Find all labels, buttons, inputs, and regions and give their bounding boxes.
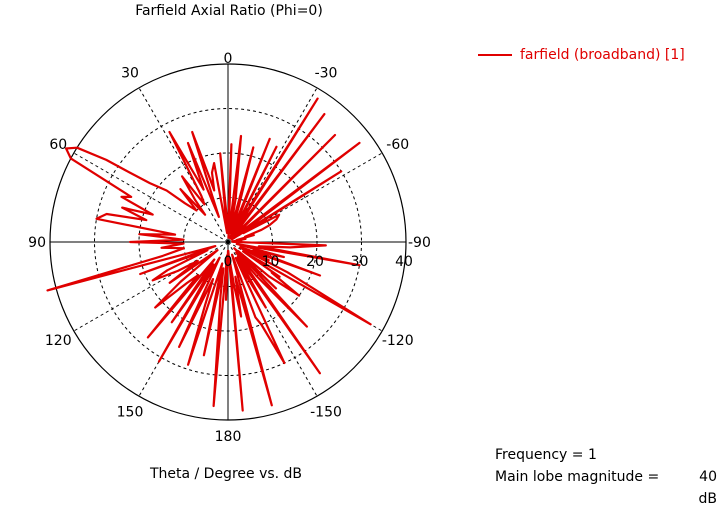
radial-tick-label: 0: [224, 254, 233, 270]
main-lobe-row: Main lobe magnitude = 40 dB: [495, 466, 717, 510]
radial-tick-label: 20: [306, 254, 324, 270]
legend: farfield (broadband) [1]: [478, 47, 685, 63]
angle-label: -120: [382, 333, 414, 349]
main-lobe-label: Main lobe magnitude =: [495, 469, 660, 485]
angle-label: 30: [121, 65, 139, 81]
radial-tick-label: 30: [351, 254, 369, 270]
legend-swatch: [478, 54, 512, 56]
angle-label: 0: [224, 51, 233, 67]
radial-tick-label: 10: [262, 254, 280, 270]
radial-tick-label: 40: [395, 254, 413, 270]
polar-grid: [49, 63, 407, 421]
series-layer: [46, 97, 372, 412]
angle-label: 150: [117, 405, 144, 421]
frequency-row: Frequency = 1: [495, 444, 717, 466]
frequency-text: Frequency = 1: [495, 447, 597, 463]
x-axis-caption: Theta / Degree vs. dB: [149, 466, 303, 482]
angle-label: 90: [28, 235, 46, 251]
main-lobe-value: 40 dB: [698, 469, 718, 507]
polar-plot: 0 -30 -60 -90 -120 -150 180 150 120 90 60 30 0 10 20 30…: [28, 51, 431, 445]
series-trace: [46, 97, 372, 412]
angle-label: 60: [49, 137, 67, 153]
angle-label: 180: [215, 429, 242, 445]
angle-label: -90: [408, 235, 431, 251]
angle-label: -150: [310, 405, 342, 421]
chart-title: Farfield Axial Ratio (Phi=0): [135, 3, 323, 19]
legend-label: farfield (broadband) [1]: [520, 47, 685, 63]
info-panel: Frequency = 1 Main lobe magnitude = 40 d…: [495, 444, 717, 510]
axis-labels: 0 -30 -60 -90 -120 -150 180 150 120 90 60 30 0 10 20 30…: [28, 51, 431, 445]
angle-label: 120: [45, 333, 72, 349]
angle-label: -60: [386, 137, 409, 153]
angle-label: -30: [315, 65, 338, 81]
